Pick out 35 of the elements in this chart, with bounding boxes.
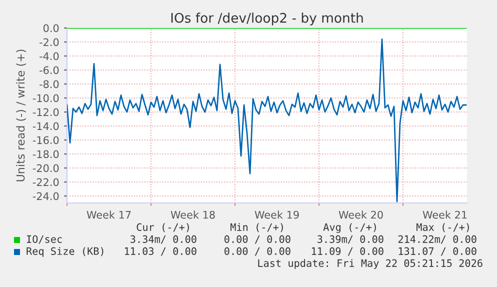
text: 11.03 / 0.00 [124,247,196,256]
y-axis-title: Units read (-) / write (+) [16,50,26,182]
chart-title: IOs for /dev/loop2 - by month [171,12,363,26]
text: Min (-/+) [230,223,283,232]
x-tick-label: Week 20 [338,210,383,219]
y-tick-label: -14.0 [32,122,59,130]
text: Last update: Fri May 22 05:21:15 2026 [258,259,482,269]
x-tick-label: Week 19 [254,210,299,219]
y-tick-label: -2.0 [40,38,59,46]
text: 131.07 / 0.00 [398,247,476,256]
text: 0.00 / 0.00 [224,247,290,256]
y-tick-label: -20.0 [32,164,59,172]
y-tick-label: -22.0 [32,178,59,186]
legend-label: IO/sec [26,235,62,244]
x-tick-label: Week 21 [422,210,467,219]
y-tick-label: -10.0 [32,94,59,102]
x-tick-label: Week 18 [170,210,215,219]
legend-label: Req Size (KB) [26,247,104,257]
y-tick-label: -4.0 [40,52,59,60]
y-tick-label: 0.0 [43,24,59,32]
y-tick-label: -8.0 [40,80,59,88]
text: Max (-/+) [416,223,469,232]
text: 214.22m/ 0.00 [398,235,476,244]
text: 3.39m/ 0.00 [318,235,384,244]
text: 11.09 / 0.00 [312,247,384,256]
text: 3.34m/ 0.00 [130,235,196,244]
text: 0.00 / 0.00 [224,235,290,244]
x-tick-label: Week 17 [86,210,131,219]
y-tick-label: -6.0 [40,66,59,74]
y-tick-label: -18.0 [32,150,59,158]
y-tick-label: -16.0 [32,136,59,144]
text: Cur (-/+) [136,223,189,232]
text: Avg (-/+) [323,223,376,233]
y-tick-label: -24.0 [32,192,59,200]
y-tick-label: -12.0 [32,108,59,116]
